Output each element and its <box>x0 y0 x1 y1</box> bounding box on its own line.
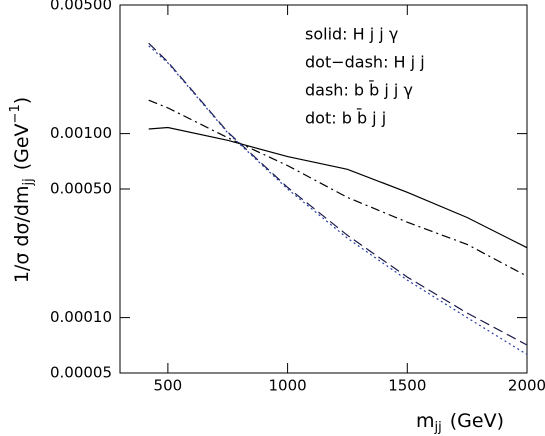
y-tick-label: 0.00500 <box>50 0 112 14</box>
x-tick-label: 2000 <box>508 377 545 395</box>
y-label-sub: jj <box>21 178 36 186</box>
series-line <box>148 42 528 346</box>
x-label-main: m <box>416 410 435 432</box>
x-tick-label: 1000 <box>268 377 306 395</box>
y-label-unit: (GeV <box>11 123 33 170</box>
legend-entry: dot: b b̄ j j <box>305 109 386 128</box>
x-tick-label: 500 <box>154 377 183 395</box>
x-label-sub: jj <box>434 420 442 435</box>
y-axis-label: 1/σ dσ/dmjj (GeV−1) <box>8 97 36 283</box>
y-tick-label: 0.00005 <box>50 364 112 382</box>
x-tick-label: 1500 <box>388 377 426 395</box>
y-label-sup: −1 <box>8 104 23 123</box>
series-line <box>148 126 528 249</box>
x-label-unit: (GeV) <box>450 410 504 432</box>
legend-entry: dot−dash: H j j <box>305 53 425 72</box>
y-label-close: ) <box>11 97 33 104</box>
legend-entry: dash: b b̄ j j γ <box>305 81 413 100</box>
series-line <box>148 45 528 356</box>
y-tick-label: 0.00010 <box>50 308 112 326</box>
y-tick-label: 0.00050 <box>50 180 112 198</box>
y-label-main: 1/σ dσ/dm <box>11 186 33 284</box>
x-axis-label: mjj (GeV) <box>416 410 504 435</box>
legend-entry: solid: H j j γ <box>305 25 398 44</box>
y-tick-label: 0.00100 <box>50 124 112 142</box>
